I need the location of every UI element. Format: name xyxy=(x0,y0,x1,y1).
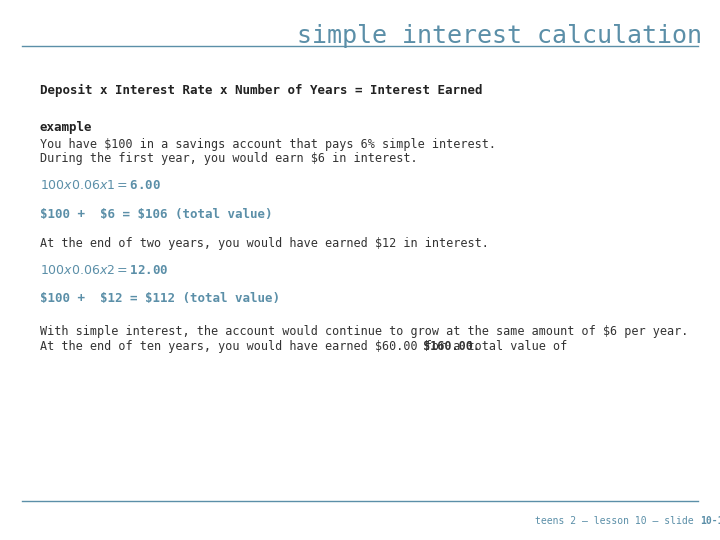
Text: 10-1a: 10-1a xyxy=(700,516,720,526)
Text: $100 +  $12 = $112 (total value): $100 + $12 = $112 (total value) xyxy=(40,292,279,305)
Text: $100 x 0.06 x 1 =  $6.00: $100 x 0.06 x 1 = $6.00 xyxy=(40,179,161,192)
Text: $100 x 0.06 x 2 =  $12.00: $100 x 0.06 x 2 = $12.00 xyxy=(40,264,168,276)
Text: $100 +  $6 = $106 (total value): $100 + $6 = $106 (total value) xyxy=(40,208,272,221)
Text: $160.00.: $160.00. xyxy=(423,340,480,353)
Text: Deposit x Interest Rate x Number of Years = Interest Earned: Deposit x Interest Rate x Number of Year… xyxy=(40,84,482,97)
Text: At the end of two years, you would have earned $12 in interest.: At the end of two years, you would have … xyxy=(40,237,488,249)
Text: At the end of ten years, you would have earned $60.00 for a total value of: At the end of ten years, you would have … xyxy=(40,340,574,353)
Text: During the first year, you would earn $6 in interest.: During the first year, you would earn $6… xyxy=(40,152,417,165)
Text: simple interest calculation: simple interest calculation xyxy=(297,24,702,48)
Text: You have $100 in a savings account that pays 6% simple interest.: You have $100 in a savings account that … xyxy=(40,138,495,151)
Text: With simple interest, the account would continue to grow at the same amount of $: With simple interest, the account would … xyxy=(40,325,688,338)
Text: teens 2 – lesson 10 – slide: teens 2 – lesson 10 – slide xyxy=(536,516,700,526)
Text: example: example xyxy=(40,122,92,134)
